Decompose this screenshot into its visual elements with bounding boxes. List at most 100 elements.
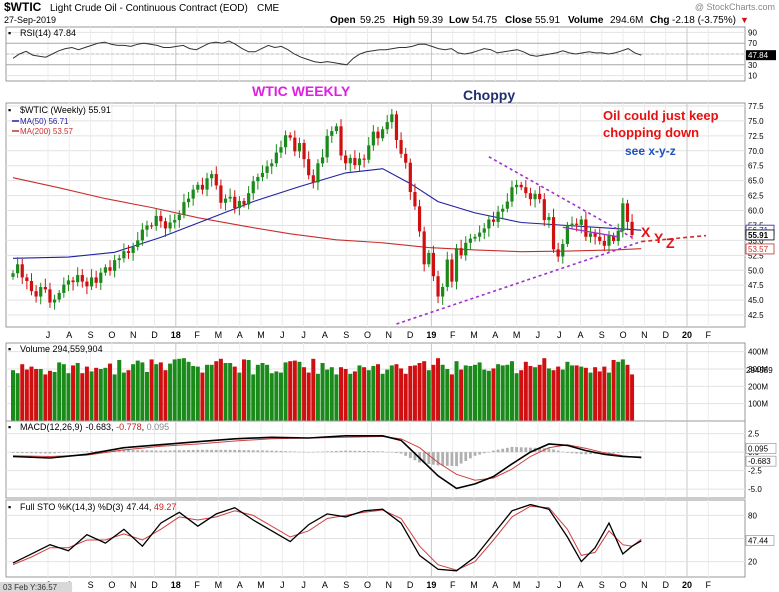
x-tick-label-bottom: S [88, 580, 94, 590]
footer: 03 Feb Y:36.57 [0, 582, 72, 592]
volume-bar [505, 364, 510, 421]
price-tick-label: 60.0 [748, 207, 764, 216]
volume-bar [149, 359, 154, 421]
candle-body [20, 264, 24, 278]
candle-body [399, 140, 403, 154]
candle-body [607, 235, 611, 246]
volume-bar [315, 373, 320, 421]
candle-body [362, 158, 366, 160]
sto-panel: 805020 47.44 ▪ Full STO %K(14,3) %D(3)47… [5, 499, 775, 578]
rsi-panel: 9070503010 47.84 RSI(14) 47.84 ▪ [5, 26, 776, 82]
annotation-title: WTIC WEEKLY [252, 83, 351, 99]
rsi-tick-label: 10 [748, 72, 757, 81]
macd-histogram-bar [482, 452, 486, 454]
rsi-current-value: 47.84 [748, 51, 769, 60]
price-panel: 77.575.072.570.067.565.062.560.057.555.0… [5, 83, 775, 328]
volume-bar [265, 364, 270, 421]
macd-histogram-bar [196, 449, 200, 453]
candle-body [510, 187, 514, 202]
volume-bar [255, 364, 260, 421]
volume-label: Volume 294,559,904 [20, 344, 103, 354]
volume-bar [292, 360, 297, 421]
macd-histogram-bar [311, 451, 315, 453]
volume-bar [223, 363, 228, 421]
macd-histogram [11, 446, 643, 467]
macd-histogram-bar [117, 450, 121, 453]
candle-body [62, 284, 66, 293]
volume-bar [352, 371, 357, 421]
macd-histogram-bar [205, 449, 209, 453]
sto-tag-value: 47.44 [748, 536, 769, 545]
price-collapse-icon[interactable]: ▪ [8, 105, 11, 115]
candle-body [25, 277, 29, 282]
candle-body [473, 236, 477, 239]
candle-body [491, 219, 496, 222]
macd-collapse-icon[interactable]: ▪ [8, 422, 11, 432]
volume-bar [348, 373, 353, 421]
volume-bar [500, 365, 505, 421]
macd-histogram-bar [136, 450, 140, 453]
candle-body [117, 258, 121, 261]
volume-value: 294.6M [610, 15, 643, 26]
sto-collapse-icon[interactable]: ▪ [8, 502, 11, 512]
ma200-line [12, 177, 642, 253]
volume-bar [181, 358, 186, 421]
sto-tick-label: 80 [748, 511, 757, 520]
volume-bar [246, 360, 251, 421]
rsi-collapse-icon[interactable]: ▪ [8, 28, 11, 38]
macd-histogram-bar [501, 448, 505, 453]
x-tick-label: S [88, 330, 94, 340]
x-tick-label: M [257, 330, 265, 340]
macd-histogram-bar [450, 452, 454, 466]
candle-body [80, 275, 84, 282]
macd-histogram-bar [76, 451, 80, 453]
candle-body [482, 228, 486, 233]
candle-body [136, 240, 140, 247]
candle-body [478, 232, 482, 237]
volume-bar [454, 361, 459, 421]
volume-bar [103, 367, 108, 421]
macd-histogram-bar [247, 450, 251, 453]
volume-bar [385, 369, 390, 421]
candle-body [233, 196, 237, 209]
volume-bar [112, 374, 117, 421]
macd-histogram-bar [561, 451, 565, 453]
x-tick-label: D [407, 330, 414, 340]
candle-body [89, 277, 94, 287]
candle-body [348, 157, 352, 164]
low-value: 54.75 [472, 15, 497, 26]
volume-collapse-icon[interactable]: ▪ [8, 344, 11, 354]
volume-bar [546, 368, 551, 421]
volume-tick-label: 200M [748, 382, 768, 391]
volume-bar [260, 363, 265, 421]
candle-body [214, 174, 218, 186]
candle-body [501, 208, 505, 212]
macd-histogram-bar [43, 452, 47, 454]
x-tick-label-bottom: O [620, 580, 627, 590]
candle-body [538, 193, 542, 200]
macd-histogram-bar [566, 452, 569, 453]
candle-body [505, 201, 509, 209]
candle-body [196, 184, 200, 190]
candle-body [417, 206, 422, 232]
rsi-tick-label: 90 [748, 28, 757, 37]
x-tick-label-bottom: J [536, 580, 541, 590]
candle-body [251, 181, 255, 194]
candle-body [177, 214, 181, 221]
price-tag-value: 55.91 [748, 231, 769, 240]
candle-body [283, 135, 288, 148]
candle-body [459, 248, 463, 256]
volume-bar [251, 374, 256, 421]
candle-body [145, 225, 149, 230]
volume-bar [574, 365, 579, 421]
macd-histogram-bar [547, 448, 551, 453]
macd-histogram-bar [339, 450, 343, 453]
sto-label: Full STO %K(14,3) %D(3) 47.44, 49.27 [20, 502, 176, 512]
sto-value-1: 47.44 [126, 502, 149, 512]
candle-body [260, 172, 265, 178]
chg-down-icon: ▼ [740, 15, 749, 25]
volume-tick-label: 400M [748, 348, 768, 357]
macd-histogram-bar [325, 451, 329, 453]
price-tick-label: 45.0 [748, 296, 764, 305]
candle-body [307, 159, 311, 176]
